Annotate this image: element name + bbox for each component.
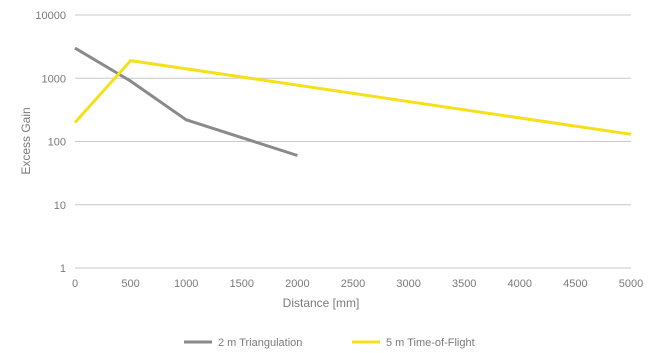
x-tick-label: 1000 [174, 278, 198, 290]
y-axis-title: Excess Gain [19, 107, 33, 174]
x-tick-label: 2500 [341, 278, 365, 290]
x-tick-label: 1500 [230, 278, 254, 290]
y-tick-label: 10 [54, 200, 66, 212]
x-axis-title: Distance [mm] [283, 296, 360, 310]
x-tick-label: 2000 [285, 278, 309, 290]
x-tick-label: 500 [121, 278, 139, 290]
legend-label-triangulation: 2 m Triangulation [218, 337, 302, 349]
y-tick-label: 100 [48, 137, 66, 149]
series-lines [73, 46, 632, 157]
grid-lines [75, 14, 631, 269]
x-tick-label: 5000 [619, 278, 643, 290]
x-tick-label: 3000 [396, 278, 420, 290]
x-tick-label: 0 [72, 278, 78, 290]
x-tick-label: 4000 [508, 278, 532, 290]
y-tick-label: 1 [60, 263, 66, 275]
legend-label-time-of-flight: 5 m Time-of-Flight [386, 337, 475, 349]
y-tick-label: 10000 [35, 10, 66, 22]
x-tick-label: 4500 [563, 278, 587, 290]
y-axis-ticks: 1 10 100 1000 10000 [35, 10, 66, 275]
series-line-1 [73, 59, 632, 136]
x-axis-ticks: 0 500 1000 1500 2000 2500 3000 3500 4000 4500 5000 [72, 278, 643, 290]
x-tick-label: 3500 [452, 278, 476, 290]
series-line-0 [74, 46, 298, 157]
y-tick-label: 1000 [42, 73, 66, 85]
legend: 2 m Triangulation 5 m Time-of-Flight [184, 337, 475, 349]
